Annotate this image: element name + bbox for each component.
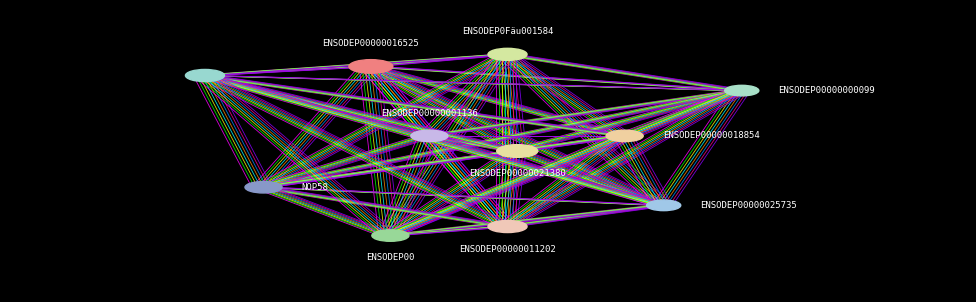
- Circle shape: [606, 130, 643, 142]
- Text: ENSODEP00000011202: ENSODEP00000011202: [459, 245, 556, 254]
- Circle shape: [349, 60, 392, 73]
- Text: ENSODEP00000018854: ENSODEP00000018854: [663, 131, 759, 140]
- Circle shape: [411, 130, 448, 142]
- Circle shape: [488, 220, 527, 233]
- Text: NOP58: NOP58: [302, 183, 329, 192]
- Text: ENSODEP00: ENSODEP00: [366, 253, 415, 262]
- Text: ENSODEP00000016525: ENSODEP00000016525: [322, 39, 420, 47]
- Circle shape: [497, 145, 538, 157]
- Circle shape: [488, 48, 527, 60]
- Text: ENSODEP0Fäu001584: ENSODEP0Fäu001584: [462, 27, 553, 36]
- Text: ENSODEP00000025735: ENSODEP00000025735: [701, 201, 797, 210]
- Circle shape: [647, 200, 681, 211]
- Text: ENSODEP00000001136: ENSODEP00000001136: [381, 109, 478, 118]
- Text: ENSODEP00000000099: ENSODEP00000000099: [779, 86, 875, 95]
- Circle shape: [245, 182, 282, 193]
- Text: ENSODEP00000021380: ENSODEP00000021380: [468, 169, 566, 178]
- Circle shape: [185, 69, 224, 82]
- Circle shape: [372, 230, 409, 241]
- Circle shape: [724, 85, 759, 96]
